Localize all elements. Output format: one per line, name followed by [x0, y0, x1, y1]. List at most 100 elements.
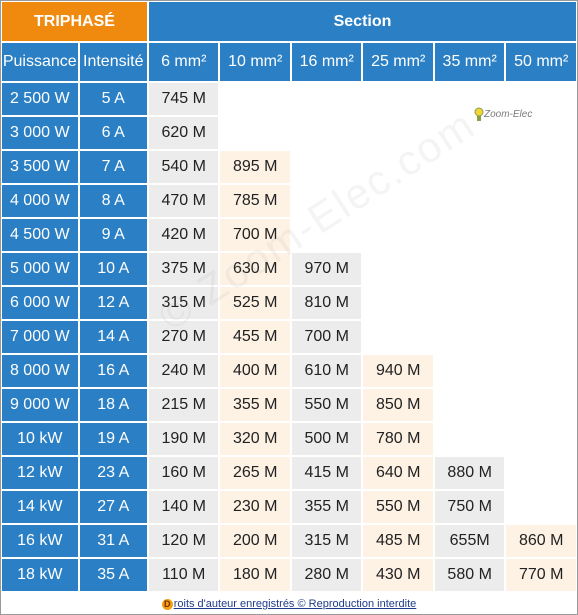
length-cell: 430 M	[363, 559, 433, 591]
intensite-cell: 23 A	[79, 457, 147, 489]
puissance-cell: 3 500 W	[2, 151, 78, 183]
empty-cell	[506, 321, 576, 353]
table-row: 9 000 W 18 A 215 M 355 M 550 M 850 M	[2, 389, 576, 421]
section-table: TRIPHASÉ Section Puissance Intensité 6 m…	[2, 2, 576, 591]
section-header: Section	[148, 2, 576, 41]
length-cell: 700 M	[291, 321, 362, 353]
empty-cell	[292, 83, 361, 115]
puissance-cell: 10 kW	[2, 423, 78, 455]
length-cell: 415 M	[291, 457, 362, 489]
table-row: 10 kW 19 A 190 M 320 M 500 M 780 M	[2, 423, 576, 455]
puissance-cell: 14 kW	[2, 491, 78, 523]
empty-cell	[506, 491, 576, 523]
empty-cell	[435, 151, 504, 183]
intensite-cell: 8 A	[79, 185, 147, 217]
section-col-header: 50 mm²	[506, 43, 576, 81]
length-cell: 860 M	[506, 525, 576, 557]
length-cell: 120 M	[148, 525, 219, 557]
puissance-cell: 16 kW	[2, 525, 78, 557]
length-cell: 110 M	[148, 559, 219, 591]
table-row: 8 000 W 16 A 240 M 400 M 610 M 940 M	[2, 355, 576, 387]
length-cell: 190 M	[148, 423, 219, 455]
empty-cell	[363, 151, 432, 183]
empty-cell	[506, 389, 576, 421]
length-cell: 785 M	[220, 185, 290, 217]
length-cell: 270 M	[148, 321, 219, 353]
zoom-elec-logo: Zoom-Elec	[474, 104, 544, 126]
length-cell: 200 M	[220, 525, 290, 557]
intensite-cell: 18 A	[79, 389, 147, 421]
intensite-cell: 14 A	[79, 321, 147, 353]
length-cell: 810 M	[291, 287, 362, 319]
length-cell: 320 M	[220, 423, 290, 455]
section-col-header: 35 mm²	[434, 43, 505, 81]
intensite-cell: 16 A	[79, 355, 147, 387]
phase-header: TRIPHASÉ	[2, 2, 147, 41]
length-cell: 970 M	[291, 253, 362, 285]
empty-cell	[435, 253, 504, 285]
length-cell: 420 M	[148, 219, 219, 251]
puissance-header: Puissance	[2, 43, 78, 81]
empty-cell	[435, 287, 504, 319]
empty-cell	[506, 287, 576, 319]
empty-cell	[506, 253, 576, 285]
section-col-header: 25 mm²	[363, 43, 433, 81]
length-cell: 140 M	[148, 491, 219, 523]
empty-cell	[363, 287, 432, 319]
empty-cell	[506, 219, 576, 251]
puissance-cell: 12 kW	[2, 457, 78, 489]
empty-cell	[292, 185, 361, 217]
puissance-cell: 7 000 W	[2, 321, 78, 353]
intensite-cell: 10 A	[79, 253, 147, 285]
table-row: 6 000 W 12 A 315 M 525 M 810 M	[2, 287, 576, 319]
puissance-cell: 2 500 W	[2, 83, 78, 115]
length-cell: 455 M	[220, 321, 290, 353]
length-cell: 780 M	[363, 423, 433, 455]
length-cell: 470 M	[148, 185, 219, 217]
length-cell: 700 M	[220, 219, 290, 251]
length-cell: 880 M	[434, 457, 505, 489]
table-row: 16 kW 31 A 120 M 200 M 315 M 485 M 655M 860 M	[2, 525, 576, 557]
length-cell: 640 M	[363, 457, 433, 489]
table-row: 18 kW 35 A 110 M 180 M 280 M 430 M 580 M 770 M	[2, 559, 576, 591]
table-row: 14 kW 27 A 140 M 230 M 355 M 550 M 750 M	[2, 491, 576, 523]
section-col-header: 16 mm²	[291, 43, 362, 81]
puissance-cell: 5 000 W	[2, 253, 78, 285]
length-cell: 540 M	[148, 151, 219, 183]
empty-cell	[363, 117, 432, 149]
section-col-header: 6 mm²	[148, 43, 219, 81]
length-cell: 770 M	[506, 559, 576, 591]
length-cell: 355 M	[291, 491, 362, 523]
empty-cell	[506, 151, 576, 183]
length-cell: 610 M	[291, 355, 362, 387]
empty-cell	[363, 253, 432, 285]
empty-cell	[506, 355, 576, 387]
intensite-cell: 19 A	[79, 423, 147, 455]
puissance-cell: 3 000 W	[2, 117, 78, 149]
empty-cell	[435, 423, 504, 455]
length-cell: 895 M	[220, 151, 290, 183]
length-cell: 525 M	[220, 287, 290, 319]
footer-text: roits d'auteur enregistrés © Reproductio…	[173, 598, 417, 611]
length-cell: 230 M	[220, 491, 290, 523]
length-cell: 750 M	[434, 491, 505, 523]
empty-cell	[435, 219, 504, 251]
empty-cell	[506, 423, 576, 455]
length-cell: 485 M	[363, 525, 433, 557]
puissance-cell: 8 000 W	[2, 355, 78, 387]
logo-text: Zoom-Elec	[484, 109, 533, 120]
section-col-header: 10 mm²	[220, 43, 290, 81]
length-cell: 215 M	[148, 389, 219, 421]
intensite-cell: 27 A	[79, 491, 147, 523]
header-row-2: Puissance Intensité 6 mm² 10 mm² 16 mm² …	[2, 43, 576, 81]
empty-cell	[220, 83, 289, 115]
puissance-cell: 18 kW	[2, 559, 78, 591]
empty-cell	[363, 83, 432, 115]
length-cell: 745 M	[148, 83, 219, 115]
empty-cell	[363, 219, 432, 251]
puissance-cell: 9 000 W	[2, 389, 78, 421]
